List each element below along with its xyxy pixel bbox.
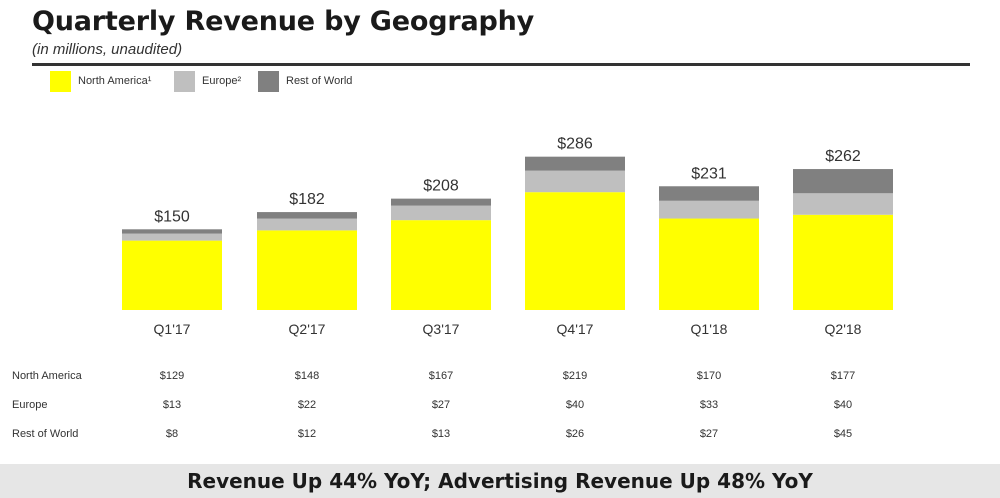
bar-segment-europe-4 [659,200,759,219]
table-cell-europe: $33 [699,399,719,411]
table-cell-europe: $13 [162,399,182,411]
legend-label-north-america: North America¹ [78,75,152,87]
table-cell-rest-of-world: $13 [431,428,451,440]
table-cell-europe: $22 [297,399,317,411]
bar-segment-rest-of-world-5 [793,169,893,194]
table-cell-north-america: $167 [428,370,454,382]
legend-swatch-north-america [50,71,71,92]
bar-segment-north-america-4 [659,218,759,310]
table-cell-europe: $27 [431,399,451,411]
page-title: Quarterly Revenue by Geography [32,6,535,37]
table-cell-rest-of-world: $12 [297,428,317,440]
table-cell-europe: $40 [565,399,585,411]
x-tick-label: Q2'18 [825,321,862,337]
bar-total-label: $208 [423,178,459,195]
bar-segment-europe-5 [793,193,893,215]
bar-segment-rest-of-world-4 [659,186,759,201]
table-cell-rest-of-world: $8 [165,428,179,440]
table-row-label-europe: Europe [12,399,48,411]
bar-segment-europe-3 [525,170,625,193]
table-cell-north-america: $170 [696,370,722,382]
footer-headline: Revenue Up 44% YoY; Advertising Revenue … [187,469,813,493]
footer-banner: Revenue Up 44% YoY; Advertising Revenue … [0,464,1000,498]
table-cell-north-america: $219 [562,370,588,382]
x-tick-label: Q1'18 [691,321,728,337]
table-cell-north-america: $148 [294,370,320,382]
bar-segment-north-america-5 [793,214,893,310]
title-divider [32,63,970,66]
table-row-label-north-america: North America [12,370,82,382]
table-cell-rest-of-world: $45 [833,428,853,440]
bar-segment-rest-of-world-0 [122,229,222,234]
table-cell-north-america: $129 [159,370,185,382]
bar-segment-north-america-2 [391,220,491,310]
bar-total-label: $286 [557,136,593,153]
bar-segment-europe-0 [122,233,222,241]
x-tick-label: Q1'17 [154,321,191,337]
table-cell-europe: $40 [833,399,853,411]
bar-segment-europe-1 [257,218,357,231]
bar-segment-north-america-1 [257,230,357,310]
bar-total-label: $182 [289,191,325,208]
bar-total-label: $150 [154,208,190,225]
bar-total-label: $262 [825,148,861,165]
legend-swatch-europe [174,71,195,92]
bar-segment-rest-of-world-2 [391,198,491,206]
page-subtitle: (in millions, unaudited) [32,41,183,58]
table-row-label-rest-of-world: Rest of World [12,428,79,440]
legend-label-europe: Europe² [202,75,242,87]
bar-segment-rest-of-world-1 [257,212,357,219]
x-tick-label: Q2'17 [289,321,326,337]
table-cell-rest-of-world: $26 [565,428,585,440]
bar-total-label: $231 [691,165,727,182]
bar-segment-rest-of-world-3 [525,156,625,171]
table-cell-rest-of-world: $27 [699,428,719,440]
bar-segment-north-america-0 [122,240,222,310]
x-tick-label: Q4'17 [557,321,594,337]
legend-swatch-rest-of-world [258,71,279,92]
revenue-bar-chart: $150 Q1'17 $182 Q2'17 $208 Q3'17 $286 Q4'17 $231… [122,136,893,337]
legend-label-rest-of-world: Rest of World [286,75,353,87]
bar-segment-europe-2 [391,205,491,221]
bar-segment-north-america-3 [525,192,625,310]
table-cell-north-america: $177 [830,370,856,382]
x-tick-label: Q3'17 [423,321,460,337]
